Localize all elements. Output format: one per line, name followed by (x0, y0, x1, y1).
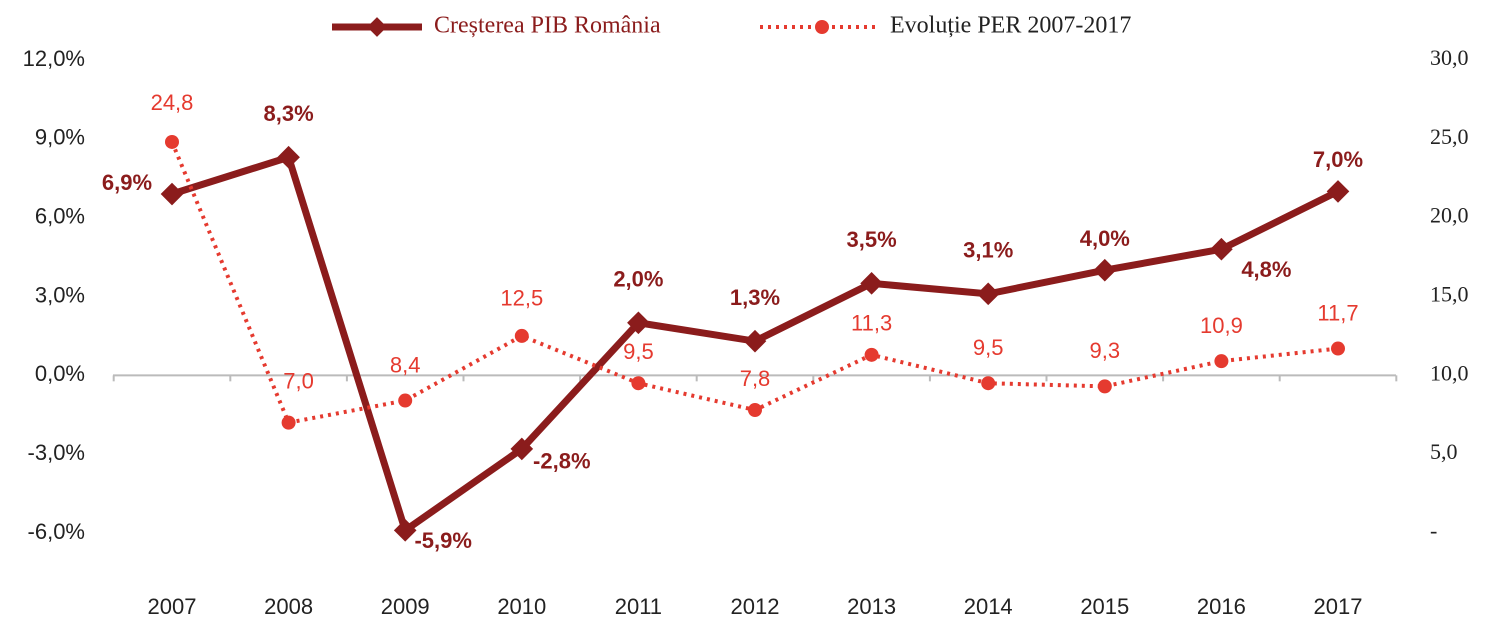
marker (160, 182, 184, 206)
y2-tick-label: 15,0 (1430, 282, 1469, 307)
y2-tick-label: 10,0 (1430, 360, 1469, 385)
marker (981, 376, 996, 391)
data-label: 7,0 (283, 368, 314, 393)
data-label: 4,8% (1241, 257, 1291, 282)
y-tick-label: 3,0% (35, 282, 85, 307)
data-label: 7,0% (1313, 147, 1363, 172)
x-tick-label: 2007 (148, 594, 197, 619)
x-tick-label: 2015 (1080, 594, 1129, 619)
marker (1093, 258, 1117, 282)
x-tick-label: 2010 (497, 594, 546, 619)
y2-tick-label: - (1430, 518, 1437, 543)
x-tick-label: 2014 (964, 594, 1013, 619)
data-label: 1,3% (730, 285, 780, 310)
x-tick-label: 2011 (615, 594, 662, 619)
marker (281, 415, 296, 430)
data-label: 8,3% (264, 101, 314, 126)
marker (864, 347, 879, 362)
legend-marker-per (815, 20, 829, 34)
y-tick-label: 9,0% (35, 125, 85, 150)
y2-tick-label: 30,0 (1430, 45, 1469, 70)
y-tick-label: -6,0% (28, 519, 85, 544)
marker (631, 376, 646, 391)
data-label: 10,9 (1200, 313, 1243, 338)
marker (1097, 379, 1112, 394)
x-tick-label: 2008 (264, 594, 313, 619)
data-label: 24,8 (151, 90, 194, 115)
legend-label: Creșterea PIB România (434, 13, 661, 39)
data-label: 8,4 (390, 352, 421, 377)
x-tick-label: 2012 (731, 594, 780, 619)
y2-tick-label: 20,0 (1430, 203, 1469, 228)
marker (1326, 180, 1350, 203)
data-label: 12,5 (500, 286, 543, 311)
marker (277, 145, 300, 169)
data-label: 9,5 (623, 339, 654, 364)
data-label: 11,3 (851, 311, 892, 336)
y2-tick-label: 25,0 (1430, 124, 1469, 149)
marker (393, 519, 417, 542)
marker (398, 393, 413, 408)
x-tick-label: 2009 (381, 594, 430, 619)
marker (743, 329, 767, 353)
data-label: -5,9% (414, 528, 471, 553)
y2-tick-label: 5,0 (1430, 439, 1458, 464)
legend-marker-gdp (367, 17, 387, 37)
y-tick-label: 6,0% (35, 203, 85, 228)
data-label: 3,5% (847, 227, 897, 252)
legend-label: Evoluție PER 2007-2017 (890, 13, 1131, 39)
data-label: 7,8 (740, 366, 771, 391)
marker (165, 134, 179, 149)
marker (510, 437, 534, 461)
data-label: 9,5 (973, 335, 1004, 360)
data-label: 4,0% (1080, 226, 1130, 251)
data-label: 3,1% (963, 238, 1013, 263)
marker (976, 282, 1000, 306)
x-tick-label: 2016 (1197, 594, 1246, 619)
data-label: -2,8% (533, 449, 590, 474)
marker (627, 311, 650, 335)
marker (748, 403, 762, 418)
data-label: 6,9% (102, 170, 152, 195)
data-label: 11,7 (1317, 300, 1358, 325)
marker (860, 272, 883, 295)
marker (1214, 354, 1229, 369)
y-tick-label: 12,0% (23, 46, 85, 71)
marker (514, 328, 529, 343)
x-tick-label: 2017 (1314, 594, 1363, 619)
data-label: 2,0% (613, 267, 663, 292)
marker (1331, 341, 1345, 356)
data-label: 9,3 (1090, 338, 1121, 363)
x-tick-label: 2013 (847, 594, 896, 619)
y-tick-label: 0,0% (35, 361, 85, 386)
marker (1210, 237, 1233, 261)
y-tick-label: -3,0% (28, 440, 85, 465)
